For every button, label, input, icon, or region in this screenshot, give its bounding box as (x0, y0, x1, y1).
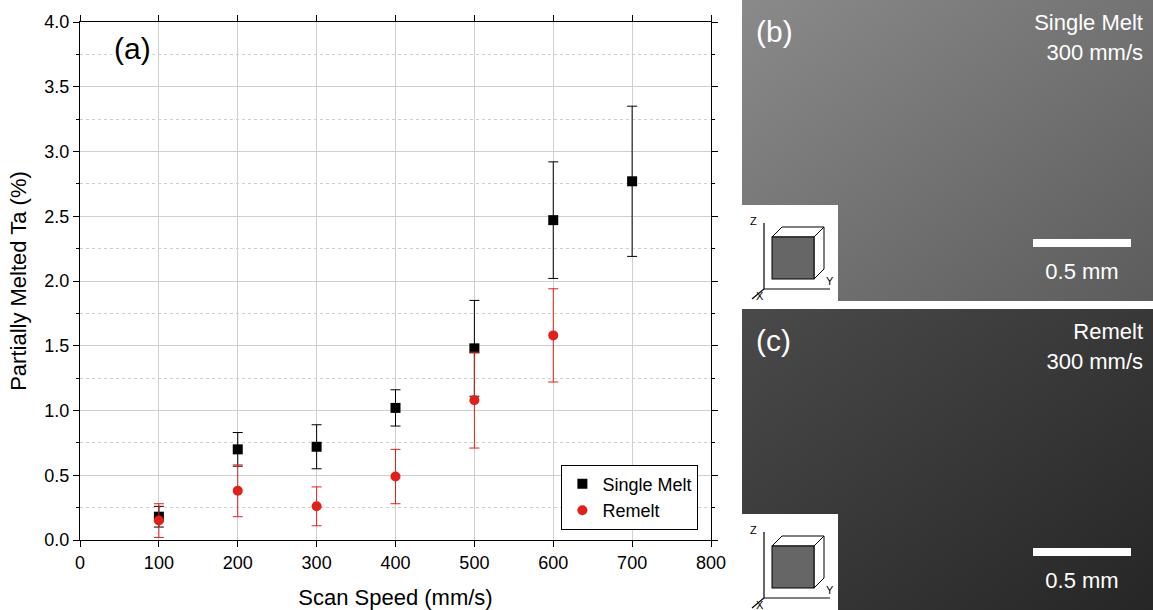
svg-text:4.0: 4.0 (44, 12, 69, 32)
svg-text:1.5: 1.5 (44, 336, 69, 356)
svg-text:2.0: 2.0 (44, 271, 69, 291)
svg-text:X: X (756, 599, 764, 610)
svg-text:300 mm/s: 300 mm/s (1046, 349, 1143, 374)
svg-text:100: 100 (144, 553, 174, 573)
svg-text:300 mm/s: 300 mm/s (1046, 40, 1143, 65)
svg-text:0.5 mm: 0.5 mm (1045, 259, 1118, 284)
svg-text:3.0: 3.0 (44, 142, 69, 162)
svg-text:1.0: 1.0 (44, 401, 69, 421)
svg-text:700: 700 (617, 553, 647, 573)
svg-text:0.5: 0.5 (44, 466, 69, 486)
svg-text:X: X (756, 290, 764, 302)
svg-text:3.5: 3.5 (44, 77, 69, 97)
svg-text:Scan Speed (mm/s): Scan Speed (mm/s) (298, 585, 492, 610)
svg-text:Remelt: Remelt (602, 501, 659, 521)
svg-text:0: 0 (75, 553, 85, 573)
svg-text:(b): (b) (756, 15, 793, 48)
svg-text:Z: Z (750, 215, 757, 227)
svg-text:Single Melt: Single Melt (1034, 10, 1143, 35)
svg-text:0.0: 0.0 (44, 530, 69, 550)
svg-text:200: 200 (223, 553, 253, 573)
svg-text:Y: Y (826, 584, 834, 596)
svg-text:Remelt: Remelt (1073, 319, 1143, 344)
svg-text:Single Melt: Single Melt (602, 475, 691, 495)
svg-text:400: 400 (380, 553, 410, 573)
svg-text:300: 300 (302, 553, 332, 573)
svg-text:500: 500 (459, 553, 489, 573)
svg-text:(c): (c) (756, 324, 791, 357)
svg-text:2.5: 2.5 (44, 207, 69, 227)
svg-text:600: 600 (538, 553, 568, 573)
svg-text:0.5 mm: 0.5 mm (1045, 568, 1118, 593)
svg-text:800: 800 (696, 553, 726, 573)
svg-text:Partially Melted Ta (%): Partially Melted Ta (%) (6, 171, 31, 391)
svg-text:Y: Y (826, 275, 834, 287)
svg-text:Z: Z (750, 524, 757, 536)
svg-text:(a): (a) (114, 32, 151, 65)
